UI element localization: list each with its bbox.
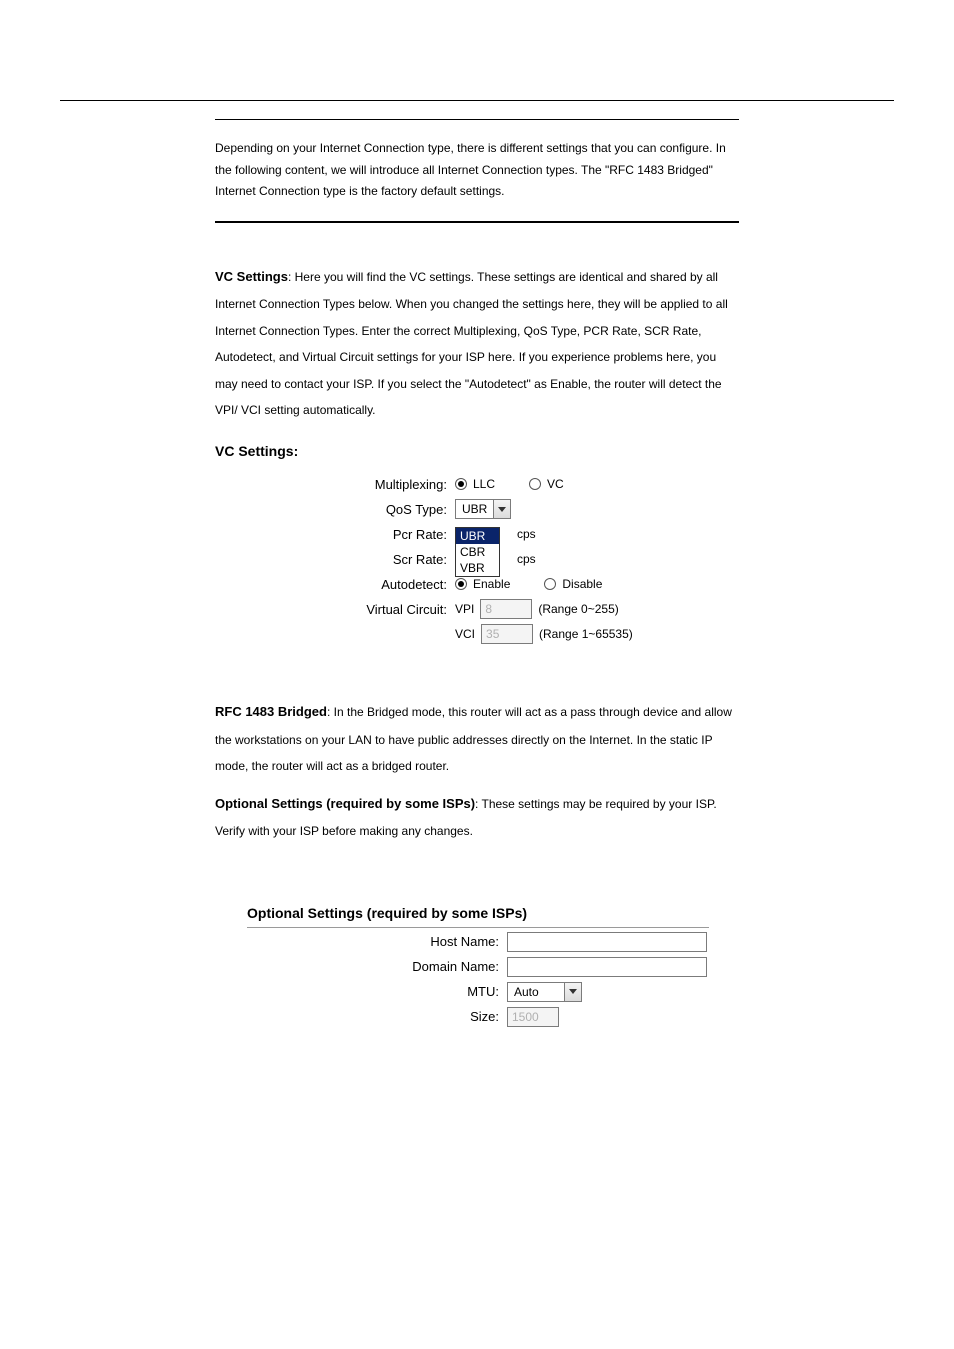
autodetect-radio-disable[interactable] (544, 578, 556, 590)
host-name-label: Host Name: (247, 934, 507, 949)
size-input[interactable]: 1500 (507, 1007, 559, 1027)
row-virtual-circuit-vci: VCI 35 (Range 1~65535) (215, 623, 739, 645)
autodetect-option-disable: Disable (562, 577, 602, 591)
radio-inner-dot (458, 481, 464, 487)
vci-label: VCI (455, 627, 475, 641)
autodetect-label: Autodetect: (215, 577, 455, 592)
row-qos-type: QoS Type: UBR (215, 498, 739, 520)
autodetect-option-enable: Enable (473, 577, 510, 591)
scr-rate-unit: cps (517, 552, 536, 566)
row-pcr-rate: Pcr Rate: UBR CBR VBR cps (215, 523, 739, 545)
multiplexing-radio-vc[interactable] (529, 478, 541, 490)
size-label: Size: (247, 1009, 507, 1024)
vc-settings-text: : Here you will find the VC settings. Th… (215, 270, 728, 417)
row-mtu: MTU: Auto (247, 981, 739, 1003)
header-rule (60, 100, 894, 101)
multiplexing-label: Multiplexing: (215, 477, 455, 492)
optional-para-label: Optional Settings (required by some ISPs… (215, 796, 475, 811)
optional-settings-panel: Optional Settings (required by some ISPs… (247, 905, 739, 1028)
chevron-down-icon (493, 500, 510, 518)
pcr-rate-unit: cps (517, 527, 536, 541)
multiplexing-option-vc: VC (547, 477, 564, 491)
qos-option-cbr[interactable]: CBR (456, 544, 499, 560)
optional-settings-heading: Optional Settings (required by some ISPs… (247, 905, 739, 921)
radio-inner-dot (458, 581, 464, 587)
note-box: Depending on your Internet Connection ty… (215, 119, 739, 223)
qos-type-selected: UBR (456, 502, 493, 516)
row-multiplexing: Multiplexing: LLC VC (215, 473, 739, 495)
autodetect-radio-enable[interactable] (455, 578, 467, 590)
paragraph-optional: Optional Settings (required by some ISPs… (215, 790, 739, 845)
pcr-rate-label: Pcr Rate: (215, 527, 455, 542)
row-host-name: Host Name: (247, 931, 739, 953)
vci-range: (Range 1~65535) (539, 627, 633, 641)
note-text: Depending on your Internet Connection ty… (215, 138, 739, 203)
multiplexing-option-llc: LLC (473, 477, 495, 491)
qos-option-vbr[interactable]: VBR (456, 560, 499, 576)
vpi-range: (Range 0~255) (538, 602, 618, 616)
qos-type-select[interactable]: UBR (455, 499, 511, 519)
vc-settings-heading: VC Settings: (215, 443, 739, 459)
vpi-input[interactable]: 8 (480, 599, 532, 619)
vpi-label: VPI (455, 602, 474, 616)
domain-name-input[interactable] (507, 957, 707, 977)
chevron-down-icon (564, 983, 581, 1001)
row-size: Size: 1500 (247, 1006, 739, 1028)
virtual-circuit-label: Virtual Circuit: (215, 602, 455, 617)
scr-rate-label: Scr Rate: (215, 552, 455, 567)
mtu-selected: Auto (508, 985, 564, 999)
qos-type-dropdown[interactable]: UBR CBR VBR (455, 527, 500, 577)
optional-settings-underline (247, 927, 709, 928)
vci-input[interactable]: 35 (481, 624, 533, 644)
qos-type-label: QoS Type: (215, 502, 455, 517)
domain-name-label: Domain Name: (247, 959, 507, 974)
paragraph-vc-settings: VC Settings: Here you will find the VC s… (215, 263, 739, 424)
qos-option-ubr[interactable]: UBR (456, 528, 499, 544)
mtu-label: MTU: (247, 984, 507, 999)
multiplexing-radio-llc[interactable] (455, 478, 467, 490)
mtu-select[interactable]: Auto (507, 982, 582, 1002)
vc-settings-panel: Multiplexing: LLC VC QoS Type: UBR (215, 473, 739, 645)
rfc1483-label: RFC 1483 Bridged (215, 704, 327, 719)
row-virtual-circuit-vpi: Virtual Circuit: VPI 8 (Range 0~255) (215, 598, 739, 620)
row-domain-name: Domain Name: (247, 956, 739, 978)
vc-settings-label: VC Settings (215, 269, 288, 284)
host-name-input[interactable] (507, 932, 707, 952)
paragraph-rfc1483: RFC 1483 Bridged: In the Bridged mode, t… (215, 698, 739, 779)
